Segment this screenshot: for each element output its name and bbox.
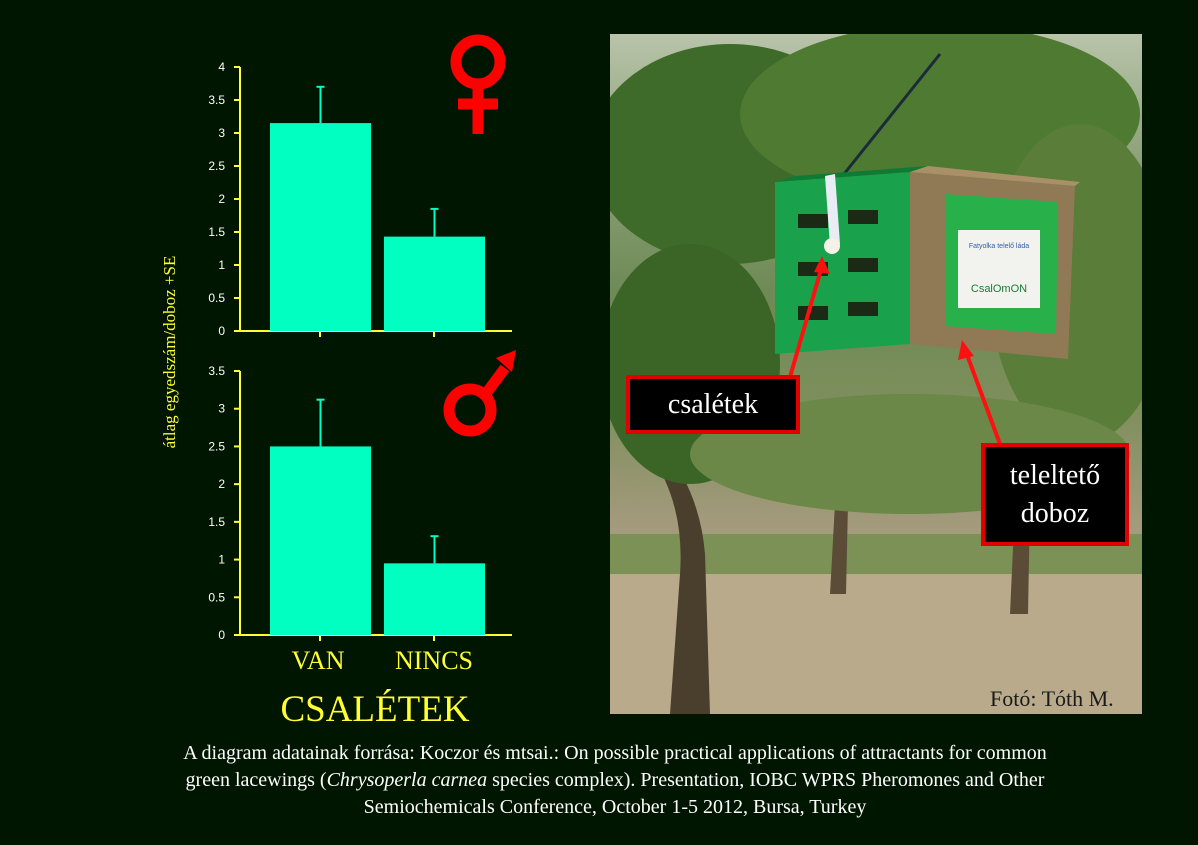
male-symbol-icon (443, 364, 510, 437)
chart-1-y-tick-label: 0 (218, 324, 225, 338)
chart-2-y-tick-label: 1.5 (208, 515, 225, 529)
female-symbol-icon (450, 34, 506, 134)
chart-1-y-tick-label: 1 (218, 258, 225, 272)
chart-1-y-tick-label: 3.5 (208, 93, 225, 107)
chart-1-bar-nincs (384, 236, 485, 331)
caption-line-3: Semiochemicals Conference, October 1-5 2… (363, 796, 867, 818)
bait-callout: csalétek (626, 375, 800, 434)
chart-2-bar-van (270, 446, 371, 635)
photo-credit: Fotó: Tóth M. (990, 686, 1114, 711)
chart-2-y-tick-label: 2 (218, 477, 225, 491)
bar-charts: átlag egyedszám/doboz +SE VAN NINCS 0 0.5… (160, 34, 516, 675)
chart-1-y-tick-label: 4 (218, 60, 225, 74)
bait-callout-text: csalétek (667, 389, 759, 420)
caption-line-2a: green lacewings ( (185, 769, 327, 791)
category-label-van: VAN (292, 646, 345, 675)
chart-1-y-tick-label: 2 (218, 192, 225, 206)
caption-line-2: green lacewings (Chrysoperla carnea spec… (60, 767, 1170, 794)
chart-1-y-tick-label: 0.5 (208, 291, 225, 305)
chart-2-y-tick-label: 3.5 (208, 364, 225, 378)
x-axis-title: CSALÉTEK (280, 689, 470, 730)
chart-2-y-tick-label: 3 (218, 402, 225, 416)
chart-2-y-tick-label: 1 (218, 553, 225, 567)
chart-1-bar-van (270, 123, 371, 331)
chart-2-y-tick-label: 0 (218, 628, 225, 642)
box-callout-line1: teleltető (1009, 460, 1101, 491)
caption-species-name: Chrysoperla carnea (326, 769, 488, 791)
chart-2-bar-nincs (384, 563, 485, 635)
chart-1-y-tick-label: 2.5 (208, 159, 225, 173)
caption-line-2b: species complex). Presentation, IOBC WPR… (487, 769, 1045, 791)
chart-1-y-tick-label: 1.5 (208, 225, 225, 239)
box-callout-line2: doboz (1020, 498, 1090, 529)
box-brand-text: CsalOmON (971, 283, 1027, 295)
category-label-nincs: NINCS (395, 646, 473, 675)
male-arrowhead-icon (496, 350, 516, 372)
caption-line-1: A diagram adatainak forrása: Koczor és m… (183, 742, 1047, 764)
source-caption: A diagram adatainak forrása: Koczor és m… (60, 740, 1170, 821)
box-callout: teleltető doboz (981, 443, 1129, 546)
box-label-text: Fatyolka telelő láda (969, 243, 1029, 250)
chart-2-y-tick-label: 2.5 (208, 439, 225, 453)
y-axis-label: átlag egyedszám/doboz +SE (160, 256, 179, 449)
trap-photo: Fatyolka telelő láda CsalOmON (610, 34, 1142, 714)
chart-2-y-tick-label: 0.5 (208, 590, 225, 604)
chart-1-y-tick-label: 3 (218, 126, 225, 140)
